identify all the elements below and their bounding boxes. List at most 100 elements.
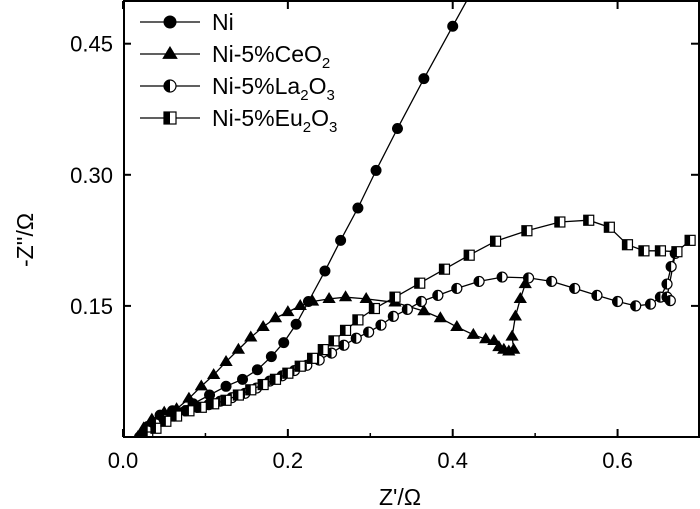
- data-point: [257, 378, 269, 391]
- marker-fill: [655, 245, 661, 256]
- data-point: [438, 263, 451, 275]
- legend-label: Ni-5%La2O3: [212, 73, 335, 104]
- data-point: [294, 360, 306, 372]
- data-point: [415, 295, 427, 308]
- marker-fill: [451, 283, 457, 294]
- marker-fill: [638, 245, 644, 256]
- series-line: [137, 283, 526, 437]
- legend-entry: Ni-5%CeO2: [140, 41, 330, 72]
- data-point: [665, 260, 677, 273]
- marker-fill: [666, 261, 672, 272]
- marker-fill: [221, 395, 227, 406]
- data-point: [611, 295, 624, 308]
- data-point: [208, 398, 220, 410]
- data-point: [338, 339, 350, 351]
- marker-fill: [490, 236, 496, 247]
- marker-fill: [369, 303, 375, 314]
- marker-fill: [523, 272, 529, 283]
- data-point: [350, 332, 362, 344]
- y-axis-label: -Z''/Ω: [12, 213, 38, 267]
- marker-fill: [183, 405, 189, 416]
- data-point: [513, 292, 527, 304]
- data-point: [293, 299, 307, 311]
- marker-fill: [685, 235, 691, 246]
- data-point: [220, 380, 232, 392]
- data-point: [220, 394, 232, 406]
- marker-fill: [196, 402, 202, 413]
- data-point: [489, 235, 502, 247]
- data-point: [583, 214, 595, 226]
- marker-fill: [591, 290, 597, 301]
- marker-fill: [338, 340, 344, 351]
- data-point: [183, 405, 195, 417]
- data-point: [232, 389, 244, 401]
- data-point: [671, 246, 683, 258]
- data-point: [505, 329, 519, 341]
- data-point: [338, 290, 353, 302]
- axes-layer: 0.0 0.2 0.4 0.6 0.15 0.30 0.45: [70, 0, 700, 473]
- data-point: [664, 295, 676, 307]
- data-point: [319, 265, 331, 277]
- data-point: [479, 332, 493, 344]
- x-tick-label: 0.0: [108, 448, 139, 473]
- marker-fill: [329, 335, 335, 346]
- data-point: [268, 311, 283, 323]
- legend-entry: Ni-5%Eu2O3: [140, 105, 337, 136]
- data-point: [359, 292, 373, 304]
- data-point: [269, 373, 282, 385]
- data-point: [306, 352, 319, 364]
- marker-fill: [376, 320, 382, 331]
- data-point: [447, 20, 459, 32]
- data-point: [265, 351, 277, 363]
- marker-fill: [171, 411, 177, 422]
- data-point: [244, 330, 258, 342]
- marker-fill: [474, 276, 480, 287]
- data-point: [207, 368, 221, 380]
- data-point: [370, 164, 382, 176]
- marker-fill: [142, 432, 148, 437]
- data-point: [282, 367, 294, 379]
- marker-fill: [282, 368, 288, 379]
- x-tick-label: 0.6: [602, 448, 633, 473]
- marker-fill: [245, 384, 251, 395]
- data-point: [684, 234, 696, 246]
- data-point: [661, 278, 673, 290]
- marker-fill: [665, 295, 671, 306]
- data-point: [603, 221, 615, 233]
- data-point: [391, 122, 403, 134]
- data-point: [546, 275, 558, 288]
- marker-fill: [569, 283, 575, 294]
- marker-fill: [388, 311, 394, 322]
- data-point: [507, 342, 521, 354]
- data-point: [569, 282, 581, 295]
- y-tick-label: 0.30: [70, 163, 113, 188]
- marker-fill: [464, 250, 470, 261]
- data-point: [414, 277, 426, 289]
- data-point: [352, 202, 364, 214]
- series-ni-5-eu2o3: [142, 214, 696, 437]
- data-point: [245, 384, 257, 396]
- marker-fill: [414, 278, 420, 289]
- series-layer: [133, 0, 696, 437]
- marker-fill: [554, 216, 560, 227]
- marker-fill: [233, 390, 239, 401]
- series-line: [147, 219, 691, 437]
- data-point: [433, 311, 447, 323]
- marker-fill: [662, 279, 668, 290]
- marker-fill: [390, 292, 396, 303]
- marker-fill: [645, 299, 651, 310]
- marker-fill: [671, 246, 677, 257]
- marker-fill: [340, 325, 346, 336]
- data-point: [522, 272, 535, 284]
- data-point: [278, 337, 290, 349]
- marker-fill: [164, 80, 170, 92]
- legend-marker: [162, 45, 178, 59]
- data-point: [328, 335, 340, 347]
- legend-entry: Ni: [140, 9, 234, 35]
- x-tick-label: 0.2: [273, 448, 304, 473]
- series-line: [143, 253, 676, 437]
- x-tick-label: 0.4: [437, 448, 468, 473]
- data-point: [170, 410, 183, 422]
